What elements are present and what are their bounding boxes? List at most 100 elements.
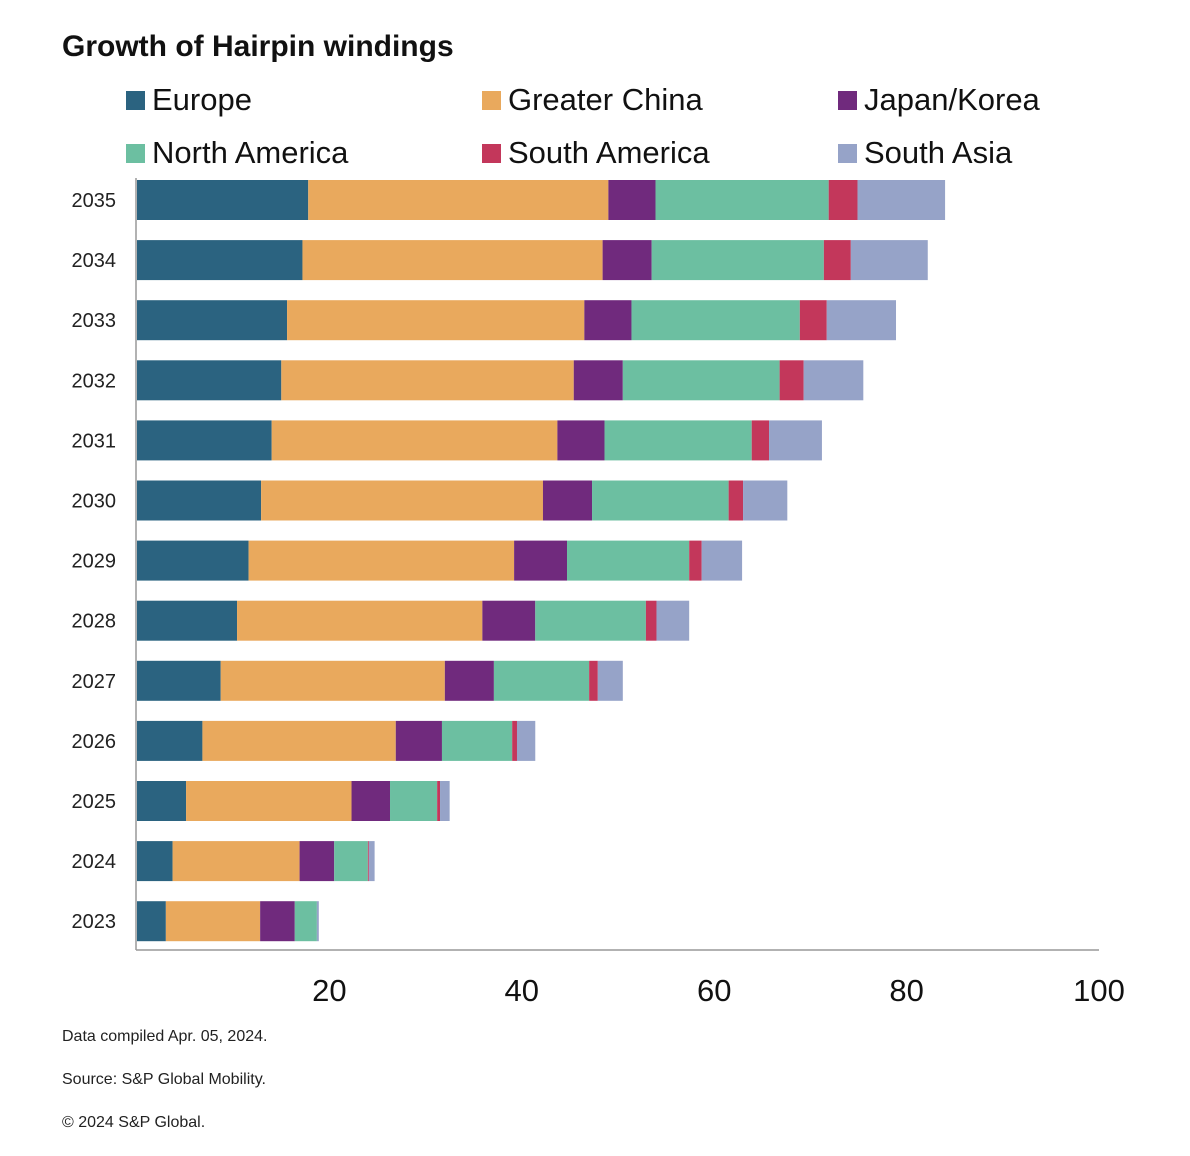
legend-swatch-south-america — [482, 143, 501, 163]
bar-2035-europe — [137, 180, 309, 220]
bar-2034-japan-korea — [602, 240, 652, 281]
legend-label-south-asia: South Asia — [864, 135, 1013, 170]
bar-2027-north-america — [493, 660, 590, 701]
bar-2028-south-america — [645, 600, 657, 641]
y-tick-label-2026: 2026 — [72, 731, 117, 753]
bar-2031-north-america — [604, 420, 752, 461]
chart-title: Growth of Hairpin windings — [62, 30, 454, 63]
bar-2027-japan-korea — [444, 660, 494, 701]
y-tick-label-2034: 2034 — [72, 250, 117, 272]
legend-label-greater-china: Greater China — [508, 82, 703, 117]
bar-2031-japan-korea — [557, 420, 605, 461]
y-tick-label-2024: 2024 — [72, 851, 117, 873]
bar-2030-south-asia — [743, 480, 788, 521]
bar-2028-north-america — [535, 600, 646, 641]
legend-swatch-greater-china — [482, 90, 501, 110]
bar-2034-north-america — [651, 240, 824, 281]
bar-2024-japan-korea — [299, 841, 335, 882]
bar-2034-south-america — [823, 240, 851, 281]
bar-2029-greater-china — [248, 540, 515, 581]
bar-2031-europe — [137, 420, 272, 461]
bar-2032-europe — [137, 360, 282, 401]
y-tick-label-2028: 2028 — [72, 611, 117, 633]
legend-item-south-america: South America — [482, 135, 710, 171]
legend-swatch-south-asia — [838, 143, 857, 163]
bar-2030-north-america — [592, 480, 729, 521]
bar-2032-south-america — [779, 360, 804, 401]
bar-2032-greater-china — [281, 360, 574, 401]
y-tick-label-2035: 2035 — [72, 190, 117, 212]
bar-2032-south-asia — [803, 360, 864, 401]
legend-item-north-america: North America — [126, 135, 348, 171]
bar-2026-south-america — [512, 720, 517, 761]
x-tick-label-40: 40 — [505, 973, 539, 1008]
bar-2027-south-asia — [597, 660, 623, 701]
bar-2024-europe — [137, 841, 173, 882]
bar-2030-south-america — [728, 480, 744, 521]
bar-2033-greater-china — [287, 300, 585, 341]
bar-2023-greater-china — [165, 901, 261, 942]
bar-2024-south-asia — [368, 841, 375, 882]
bar-2035-japan-korea — [608, 180, 656, 220]
bar-2023-south-asia — [316, 901, 319, 942]
bar-2032-japan-korea — [573, 360, 623, 401]
bar-2029-japan-korea — [514, 540, 568, 581]
legend-label-north-america: North America — [152, 135, 349, 170]
legend-swatch-europe — [126, 90, 145, 110]
y-tick-label-2023: 2023 — [72, 911, 117, 933]
legend-label-japan-korea: Japan/Korea — [864, 82, 1040, 117]
y-tick-label-2030: 2030 — [72, 491, 117, 513]
legend-item-europe: Europe — [126, 82, 252, 118]
bar-2025-south-america — [437, 781, 441, 821]
bar-2027-south-america — [589, 660, 598, 701]
bar-2034-south-asia — [850, 240, 928, 281]
bar-2028-europe — [137, 600, 238, 641]
legend-label-south-america: South America — [508, 135, 710, 170]
x-tick-label-60: 60 — [697, 973, 731, 1008]
legend-label-europe: Europe — [152, 82, 252, 117]
bar-2026-japan-korea — [395, 720, 442, 761]
bar-2026-greater-china — [202, 720, 396, 761]
footnote-copyright: © 2024 S&P Global. — [62, 1114, 206, 1131]
y-tick-label-2033: 2033 — [72, 310, 117, 332]
bar-2028-greater-china — [237, 600, 483, 641]
bar-2034-europe — [137, 240, 303, 281]
bar-2031-greater-china — [271, 420, 558, 461]
bar-2026-south-asia — [516, 720, 536, 761]
x-tick-label-100: 100 — [1073, 973, 1125, 1008]
bar-2035-south-asia — [857, 180, 946, 220]
bar-2026-north-america — [441, 720, 513, 761]
bar-2027-europe — [137, 660, 221, 701]
bar-2033-south-asia — [826, 300, 897, 341]
y-tick-label-2027: 2027 — [72, 671, 117, 693]
bar-2026-europe — [137, 720, 203, 761]
legend-item-south-asia: South Asia — [838, 135, 1012, 171]
legend-swatch-japan-korea — [838, 90, 857, 110]
bar-2029-europe — [137, 540, 249, 581]
bar-2033-south-america — [799, 300, 827, 341]
bar-2035-greater-china — [308, 180, 609, 220]
bar-2029-south-asia — [701, 540, 743, 581]
bar-2033-europe — [137, 300, 288, 341]
y-tick-label-2029: 2029 — [72, 551, 117, 573]
bar-2029-south-america — [689, 540, 702, 581]
y-tick-label-2032: 2032 — [72, 370, 117, 392]
bar-2027-greater-china — [220, 660, 445, 701]
x-tick-label-80: 80 — [889, 973, 923, 1008]
bar-2030-greater-china — [261, 480, 543, 521]
bar-2025-south-asia — [440, 781, 450, 821]
bar-2035-north-america — [655, 180, 829, 220]
bar-2023-north-america — [294, 901, 317, 942]
bar-2028-south-asia — [656, 600, 690, 641]
bar-2023-europe — [137, 901, 166, 942]
bar-2025-greater-china — [186, 781, 352, 821]
bar-2034-greater-china — [302, 240, 603, 281]
bar-2031-south-asia — [769, 420, 822, 461]
bar-2030-europe — [137, 480, 262, 521]
y-tick-label-2025: 2025 — [72, 791, 117, 813]
bar-2035-south-america — [828, 180, 858, 220]
footnote-data-compiled: Data compiled Apr. 05, 2024. — [62, 1028, 268, 1045]
bar-2025-north-america — [390, 781, 438, 821]
bar-2029-north-america — [567, 540, 690, 581]
